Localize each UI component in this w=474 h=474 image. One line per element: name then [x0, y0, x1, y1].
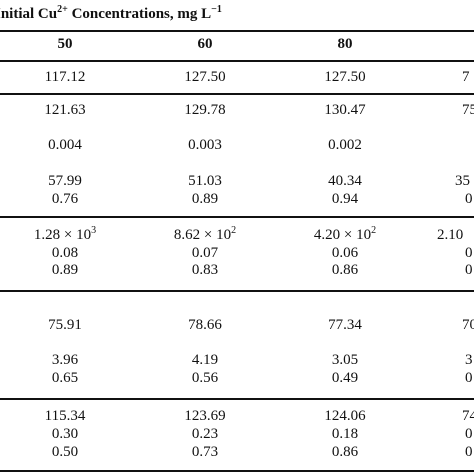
column-header: 80: [337, 36, 353, 52]
table-cell: 117.12: [44, 69, 86, 85]
rule: [0, 290, 474, 292]
table-cell: 1.28 × 103: [34, 226, 96, 244]
cell-exponent: 3: [91, 225, 97, 236]
table-cell: 3.05: [331, 352, 359, 368]
table-cell: 51.03: [188, 173, 222, 189]
table-cell: 0.49: [331, 370, 359, 386]
table-cell: 0: [465, 262, 473, 278]
table-cell: 35: [455, 173, 470, 189]
table-cell: 4.19: [191, 352, 219, 368]
table-cell: 115.34: [44, 408, 86, 424]
table-cell: 3.96: [51, 352, 79, 368]
table-cell: 123.69: [184, 408, 226, 424]
title-text: Concentrations, mg L: [67, 6, 212, 22]
table-cell: 0.30: [51, 426, 79, 442]
table-cell: 0.18: [331, 426, 359, 442]
table-cell: 57.99: [48, 173, 82, 189]
table-cell: 127.50: [324, 69, 366, 85]
table-cell: 0.86: [331, 444, 359, 460]
rule: [0, 398, 474, 400]
table-cell: 77.34: [328, 317, 362, 333]
table-cell: 0.50: [51, 444, 79, 460]
table-cell: 0.94: [331, 191, 359, 207]
rule: [0, 216, 474, 218]
cell-exponent: 2: [371, 225, 377, 236]
table-cell: 70: [462, 317, 474, 333]
table-cell: 0: [465, 191, 473, 207]
table-cell: 4.20 × 102: [314, 226, 376, 244]
table-cell: 0.07: [191, 245, 219, 261]
table-cell: 0.65: [51, 370, 79, 386]
rule: [0, 30, 474, 32]
table-cell: 78.66: [188, 317, 222, 333]
table-cell: 7: [462, 69, 470, 85]
title-sup: −1: [211, 4, 222, 15]
table-cell: 0.004: [48, 137, 82, 153]
table-cell: 0.56: [191, 370, 219, 386]
table-cell: 75.91: [48, 317, 82, 333]
column-header: 60: [197, 36, 213, 52]
table-cell: 0.83: [191, 262, 219, 278]
table-cell: 0.73: [191, 444, 219, 460]
table-cell: 0.89: [51, 262, 79, 278]
rule: [0, 470, 474, 472]
rule: [0, 60, 474, 62]
rule: [0, 93, 474, 95]
table-cell: 0.08: [51, 245, 79, 261]
table-cell: 0.002: [328, 137, 362, 153]
table-cell: 124.06: [324, 408, 366, 424]
table-title: Initial Cu2+ Concentrations, mg L−1: [0, 4, 222, 23]
table-cell: 0: [465, 426, 473, 442]
table-cell: 0: [465, 370, 473, 386]
table-cell: 2.10: [437, 227, 464, 243]
table-cell: 130.47: [324, 102, 366, 118]
table-cell: 75: [462, 102, 474, 118]
table-cell: 0: [465, 444, 473, 460]
table-cell: 0.06: [331, 245, 359, 261]
table-cell: 0.76: [51, 191, 79, 207]
title-text: Initial Cu: [0, 6, 58, 22]
title-sup: 2+: [57, 4, 68, 15]
cell-exponent: 2: [231, 225, 237, 236]
cell-text: 4.20 × 10: [313, 227, 372, 243]
table-cell: 0.003: [188, 137, 222, 153]
table-cell: 40.34: [328, 173, 362, 189]
table-cell: 0: [465, 245, 473, 261]
table-cell: 0.86: [331, 262, 359, 278]
table-cell: 8.62 × 102: [174, 226, 236, 244]
cell-text: 1.28 × 10: [33, 227, 92, 243]
table-cell: 121.63: [44, 102, 86, 118]
table-cell: 0.89: [191, 191, 219, 207]
cell-text: 8.62 × 10: [173, 227, 232, 243]
table-cell: 129.78: [184, 102, 226, 118]
table-cell: 0.23: [191, 426, 219, 442]
table-cell: 74: [462, 408, 474, 424]
table-cell: 127.50: [184, 69, 226, 85]
table-cell: 3: [465, 352, 473, 368]
column-header: 50: [57, 36, 73, 52]
